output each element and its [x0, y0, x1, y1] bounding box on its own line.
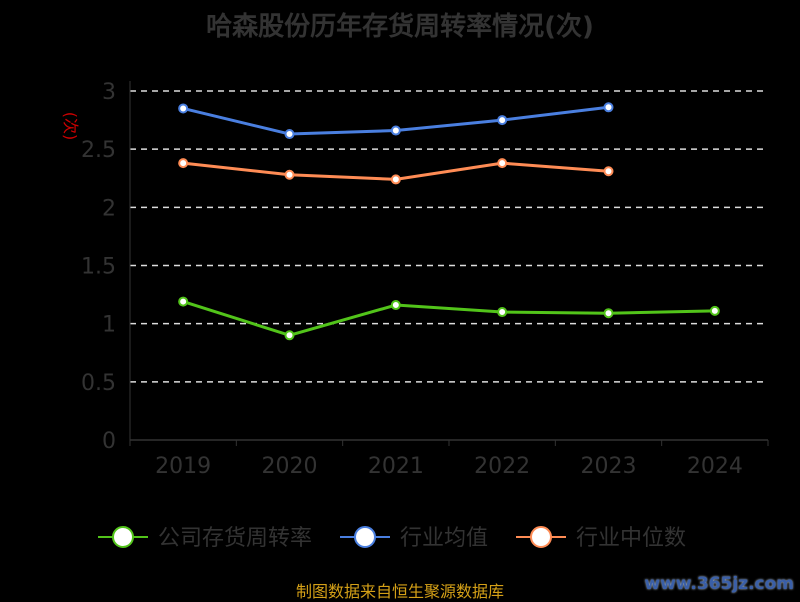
- data-point: [603, 102, 614, 113]
- legend-label: 行业中位数: [576, 526, 686, 551]
- y-tick-label: 0.5: [81, 371, 116, 396]
- data-point: [284, 169, 295, 180]
- x-tick-label: 2024: [687, 454, 743, 479]
- data-point: [390, 300, 401, 311]
- data-point: [284, 129, 295, 140]
- legend-marker: [112, 526, 134, 548]
- data-point: [497, 158, 508, 169]
- data-point: [390, 174, 401, 185]
- series-line: [182, 300, 715, 337]
- source-note: 制图数据来自恒生聚源数据库: [295, 582, 504, 601]
- x-tick-label: 2021: [368, 454, 424, 479]
- data-point: [178, 158, 189, 169]
- data-point: [603, 308, 614, 319]
- legend-marker: [530, 526, 552, 548]
- legend-label: 公司存货周转率: [158, 526, 312, 551]
- x-tick-label: 2022: [474, 454, 530, 479]
- legend-marker: [354, 526, 376, 548]
- x-tick-label: 2023: [581, 454, 637, 479]
- data-point: [178, 296, 189, 307]
- y-tick-label: 2.5: [81, 138, 116, 163]
- data-point: [284, 330, 295, 341]
- y-axis-label: (次): [61, 112, 80, 141]
- data-point: [390, 125, 401, 136]
- y-tick-label: 1: [102, 313, 116, 338]
- x-tick-label: 2019: [155, 454, 211, 479]
- legend-label: 行业均值: [400, 526, 488, 551]
- data-point: [178, 103, 189, 114]
- watermark: www.365jz.com: [644, 574, 794, 594]
- data-point: [497, 307, 508, 318]
- y-tick-label: 3: [102, 80, 116, 105]
- data-point: [603, 166, 614, 177]
- x-tick-label: 2020: [262, 454, 318, 479]
- y-tick-label: 1.5: [81, 255, 116, 280]
- y-tick-label: 2: [102, 196, 116, 221]
- y-tick-label: 0: [102, 429, 116, 454]
- data-point: [709, 305, 720, 316]
- chart-title: 哈森股份历年存货周转率情况(次): [206, 12, 594, 42]
- data-point: [497, 115, 508, 126]
